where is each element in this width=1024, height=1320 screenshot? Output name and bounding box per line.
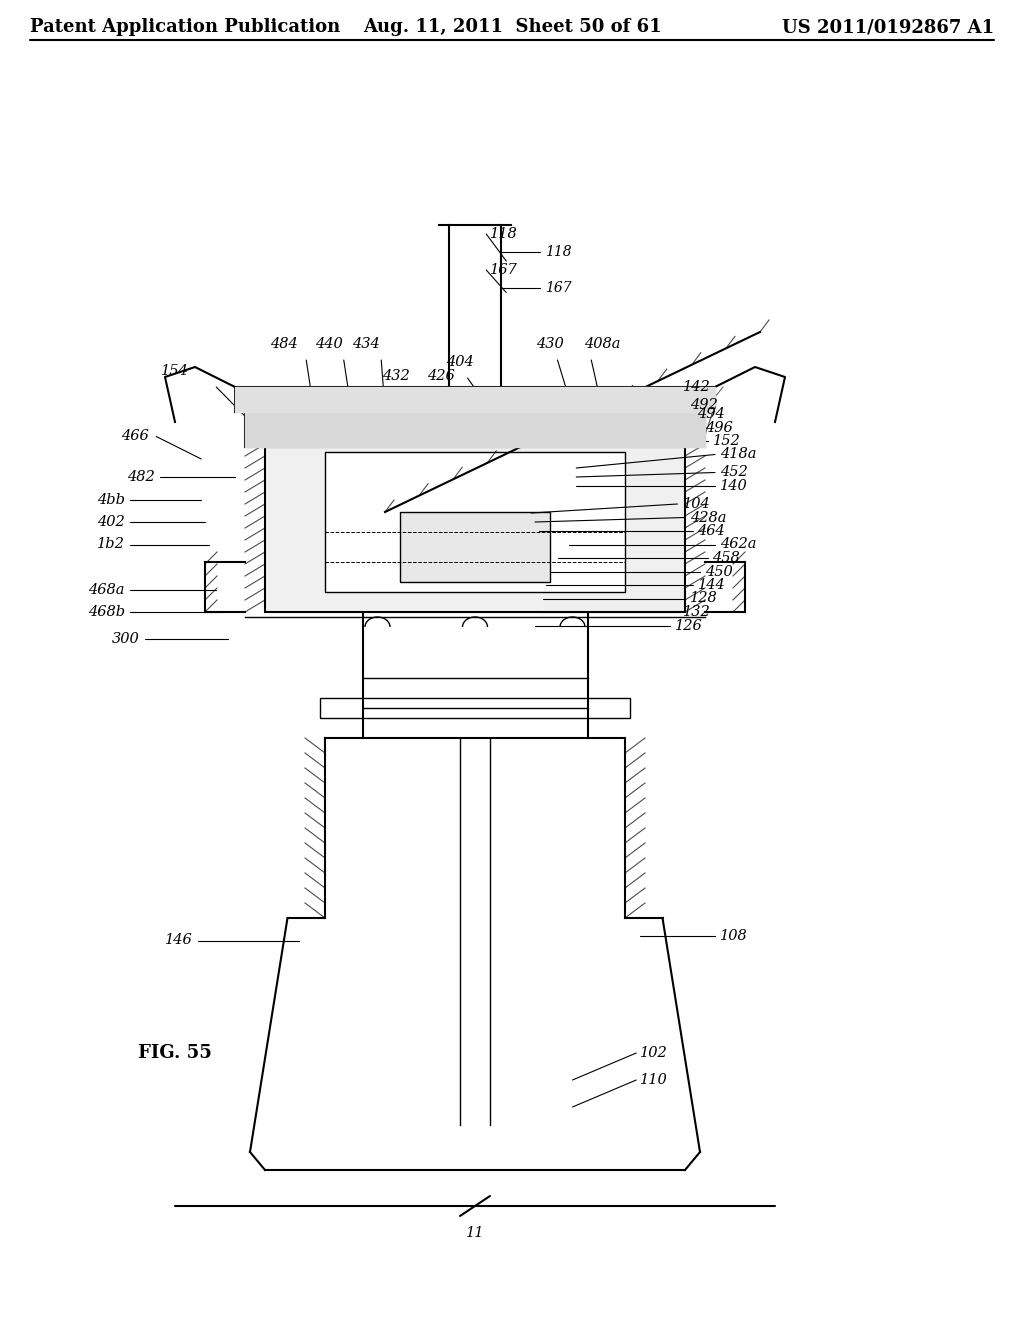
Text: 144: 144: [697, 578, 725, 591]
Text: 11: 11: [466, 1226, 484, 1239]
Text: 126: 126: [675, 619, 702, 632]
Text: 496: 496: [705, 421, 733, 434]
Text: 462a: 462a: [720, 537, 757, 552]
Text: 430: 430: [537, 337, 564, 351]
Text: 104: 104: [683, 498, 711, 511]
Text: 300: 300: [113, 632, 140, 645]
Text: 432: 432: [382, 368, 411, 383]
Text: 408a: 408a: [584, 337, 621, 351]
Bar: [245, 403, 705, 447]
Text: 167: 167: [490, 263, 518, 277]
Text: 4bb: 4bb: [97, 492, 125, 507]
Text: 108: 108: [720, 929, 748, 942]
Text: 452: 452: [720, 466, 748, 479]
Text: 118: 118: [545, 246, 571, 259]
Text: 494: 494: [697, 407, 725, 421]
Text: 154: 154: [161, 364, 188, 378]
Text: US 2011/0192867 A1: US 2011/0192867 A1: [782, 18, 994, 36]
Bar: [265, 432, 685, 612]
Text: 402: 402: [97, 515, 125, 529]
Text: 450: 450: [705, 565, 733, 578]
Text: 118: 118: [490, 227, 518, 242]
Text: 492: 492: [690, 399, 718, 412]
Text: 434: 434: [352, 337, 380, 351]
Text: 464: 464: [697, 524, 725, 539]
Text: 440: 440: [314, 337, 343, 351]
Text: 146: 146: [165, 933, 193, 948]
Text: 132: 132: [683, 605, 711, 619]
Text: 152: 152: [713, 434, 740, 447]
Text: 1b2: 1b2: [97, 537, 125, 552]
Text: 128: 128: [690, 591, 718, 606]
Text: Aug. 11, 2011  Sheet 50 of 61: Aug. 11, 2011 Sheet 50 of 61: [362, 18, 662, 36]
Text: 102: 102: [640, 1045, 668, 1060]
Text: Patent Application Publication: Patent Application Publication: [30, 18, 340, 36]
Text: 110: 110: [640, 1073, 668, 1086]
Text: 458: 458: [713, 550, 740, 565]
Bar: [325, 451, 625, 591]
Text: 482: 482: [127, 470, 155, 484]
Text: 428a: 428a: [690, 511, 726, 524]
Text: 142: 142: [683, 380, 711, 393]
Bar: [400, 512, 550, 582]
Text: 468b: 468b: [88, 605, 125, 619]
Text: 426: 426: [427, 368, 455, 383]
Text: 468a: 468a: [88, 582, 125, 597]
Bar: [319, 698, 630, 718]
Text: 404: 404: [446, 355, 474, 370]
Text: FIG. 55: FIG. 55: [137, 1044, 211, 1063]
Text: 140: 140: [720, 479, 748, 492]
Text: 167: 167: [545, 281, 571, 294]
Text: 484: 484: [270, 337, 298, 351]
Text: 418a: 418a: [720, 447, 757, 462]
Text: 466: 466: [121, 429, 148, 444]
